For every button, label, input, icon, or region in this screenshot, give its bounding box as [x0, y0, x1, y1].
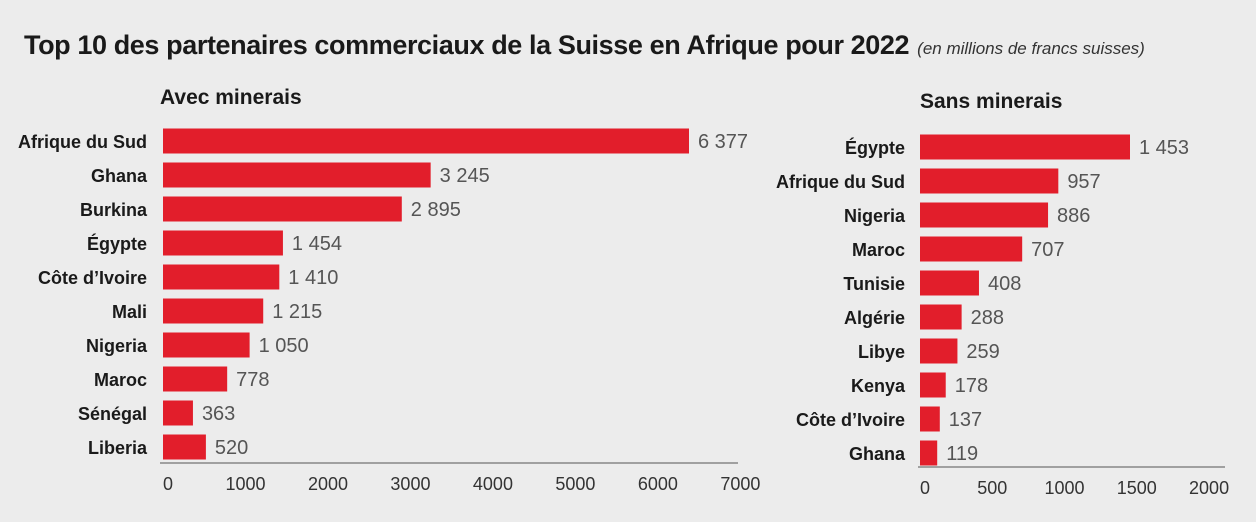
value-label: 3 245 [440, 165, 490, 187]
category-label: Côte d’Ivoire [38, 268, 147, 288]
value-label: 2 895 [411, 199, 461, 221]
x-tick-label: 500 [977, 478, 1007, 498]
x-tick-label: 7000 [720, 474, 760, 494]
category-label: Mali [112, 302, 147, 322]
category-label: Libye [858, 342, 905, 362]
category-label: Liberia [88, 438, 148, 458]
value-label: 957 [1067, 171, 1100, 193]
chart-panel-2: Sans minerais Égypte 1 453 Afrique du Sud 95… [776, 90, 1229, 498]
bar [920, 270, 979, 296]
value-label: 137 [949, 409, 982, 431]
bar [163, 230, 283, 256]
chart-subtitle: (en millions de francs suisses) [917, 39, 1145, 58]
bar [920, 372, 946, 398]
bar [163, 298, 264, 324]
bar [920, 202, 1049, 228]
value-label: 1 454 [292, 233, 342, 255]
category-label: Nigeria [86, 336, 148, 356]
bar [920, 440, 938, 466]
x-tick-label: 2000 [1189, 478, 1229, 498]
x-tick-label: 0 [920, 478, 930, 498]
bar [920, 134, 1130, 160]
category-label: Maroc [94, 370, 147, 390]
bar [163, 400, 193, 426]
value-label: 178 [955, 375, 988, 397]
category-label: Ghana [91, 166, 148, 186]
x-tick-label: 2000 [308, 474, 348, 494]
value-label: 1 410 [288, 267, 338, 289]
value-label: 363 [202, 403, 235, 425]
bar [163, 264, 280, 290]
category-label: Nigeria [844, 206, 906, 226]
bar [163, 128, 689, 154]
category-label: Maroc [852, 240, 905, 260]
bar [163, 196, 402, 222]
bar [163, 434, 206, 460]
x-tick-label: 3000 [390, 474, 430, 494]
value-label: 6 377 [698, 131, 748, 153]
category-label: Égypte [845, 137, 905, 158]
value-label: 1 215 [272, 301, 322, 323]
x-tick-label: 1000 [1045, 478, 1085, 498]
category-label: Sénégal [78, 404, 147, 424]
value-label: 520 [215, 437, 248, 459]
bar [920, 168, 1059, 194]
value-label: 288 [971, 307, 1004, 329]
bar [920, 304, 962, 330]
category-label: Tunisie [843, 274, 905, 294]
x-tick-label: 0 [163, 474, 173, 494]
value-label: 119 [946, 443, 978, 465]
category-label: Algérie [844, 308, 905, 328]
bar [163, 162, 431, 188]
category-label: Égypte [87, 233, 147, 254]
value-label: 707 [1031, 239, 1064, 261]
x-tick-label: 4000 [473, 474, 513, 494]
value-label: 408 [988, 273, 1021, 295]
panel-title: Avec minerais [160, 86, 302, 109]
value-label: 259 [966, 341, 999, 363]
bar [920, 338, 958, 364]
value-label: 1 050 [259, 335, 309, 357]
x-tick-label: 6000 [638, 474, 678, 494]
category-label: Côte d’Ivoire [796, 410, 905, 430]
bar [163, 366, 228, 392]
x-tick-label: 1500 [1117, 478, 1157, 498]
bar [920, 236, 1023, 262]
category-label: Afrique du Sud [18, 132, 147, 152]
value-label: 1 453 [1139, 137, 1189, 159]
panel-title: Sans minerais [920, 90, 1062, 113]
chart-title: Top 10 des partenaires commerciaux de la… [24, 30, 1145, 61]
bar [163, 332, 250, 358]
value-label: 886 [1057, 205, 1090, 227]
category-label: Ghana [849, 444, 906, 464]
x-tick-label: 1000 [225, 474, 265, 494]
x-tick-label: 5000 [555, 474, 595, 494]
value-label: 778 [236, 369, 269, 391]
bar [920, 406, 940, 432]
chart-title-text: Top 10 des partenaires commerciaux de la… [24, 30, 910, 60]
category-label: Kenya [851, 376, 906, 396]
category-label: Afrique du Sud [776, 172, 905, 192]
category-label: Burkina [80, 200, 148, 220]
chart-panel-1: Avec minerais Afrique du Sud 6 377 Ghana 3 2… [18, 86, 760, 494]
